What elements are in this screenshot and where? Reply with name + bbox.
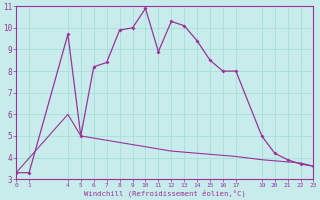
X-axis label: Windchill (Refroidissement éolien,°C): Windchill (Refroidissement éolien,°C) — [84, 190, 246, 197]
